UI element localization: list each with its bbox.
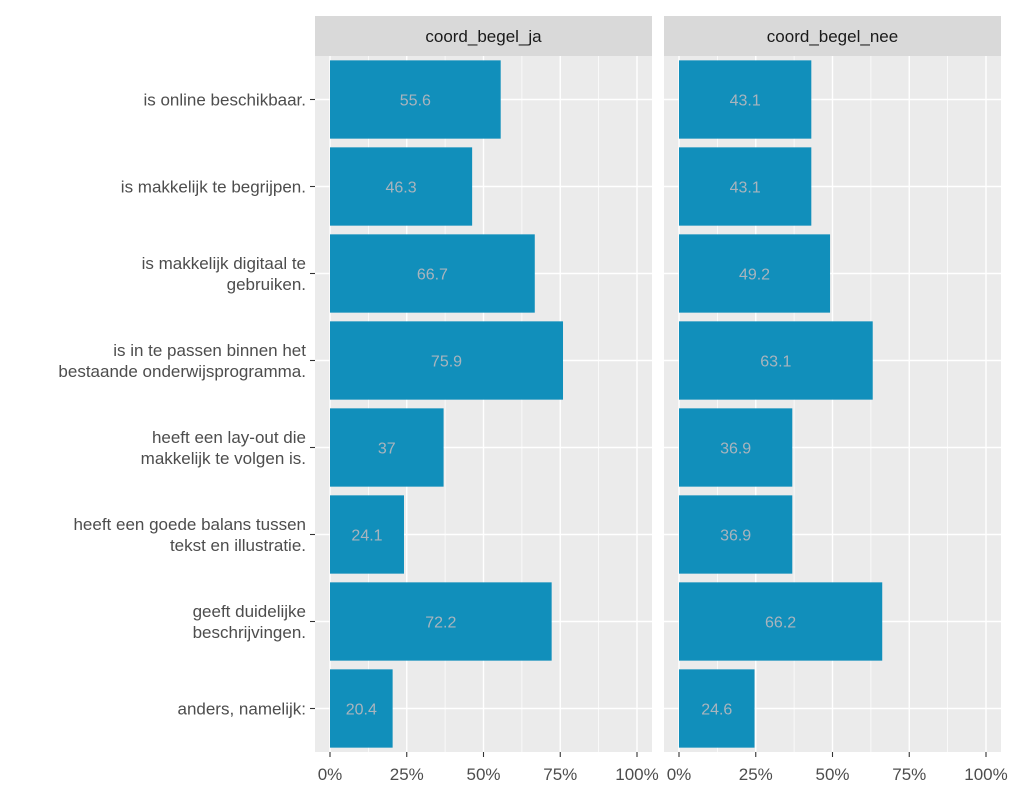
bar-value-label: 24.1: [351, 528, 382, 545]
x-tick-label: 100%: [964, 765, 1007, 784]
bar-value-label: 36.9: [720, 528, 751, 545]
facet-panel-coord_begel_nee: coord_begel_nee 43.1 43.1 49.2 63.1 36.9 36.9 6…: [664, 16, 1008, 784]
bar-value-label: 24.6: [701, 702, 732, 719]
facet-strip-label: coord_begel_ja: [425, 27, 542, 46]
bar: [330, 495, 404, 574]
bar-value-label: 36.9: [720, 441, 751, 458]
x-tick-label: 0%: [318, 765, 343, 784]
bar: [679, 582, 883, 661]
y-category-label: is makkelijk digitaal te: [142, 254, 306, 273]
bar-value-label: 20.4: [346, 702, 377, 719]
bar-value-label: 63.1: [760, 354, 791, 371]
bar: [679, 408, 793, 487]
bar-value-label: 46.3: [386, 180, 417, 197]
bar: [330, 669, 393, 748]
bar: [330, 147, 473, 226]
y-category-label: geeft duidelijke: [193, 602, 306, 621]
y-category-label: is makkelijk te begrijpen.: [121, 178, 306, 197]
bar: [330, 60, 501, 139]
facet-strip: [664, 16, 1001, 56]
bar: [330, 582, 552, 661]
x-tick-label: 25%: [739, 765, 773, 784]
x-tick-label: 100%: [615, 765, 658, 784]
x-tick-label: 50%: [466, 765, 500, 784]
y-category-label: is online beschikbaar.: [143, 91, 306, 110]
x-tick-label: 75%: [892, 765, 926, 784]
bar: [330, 408, 444, 487]
bar-value-label: 72.2: [425, 615, 456, 632]
bar: [679, 147, 812, 226]
x-tick-label: 75%: [543, 765, 577, 784]
y-category-label: gebruiken.: [227, 275, 306, 294]
bar: [679, 60, 812, 139]
y-category-label: anders, namelijk:: [177, 700, 306, 719]
facet-strip-label: coord_begel_nee: [767, 27, 898, 46]
facet-panel-coord_begel_ja: coord_begel_ja 55.6 46.3 66.7 75.9 37 24.1 72.2…: [315, 16, 659, 784]
bar: [679, 321, 873, 400]
bar: [330, 321, 564, 400]
bar-value-label: 43.1: [730, 180, 761, 197]
bar-value-label: 75.9: [431, 354, 462, 371]
bar-value-label: 49.2: [739, 267, 770, 284]
bar: [679, 669, 755, 748]
bar-value-label: 37: [378, 441, 396, 458]
y-category-label: heeft een lay-out die: [152, 428, 306, 447]
x-tick-label: 25%: [390, 765, 424, 784]
y-category-label: tekst en illustratie.: [170, 536, 306, 555]
y-category-label: heeft een goede balans tussen: [73, 515, 306, 534]
bar: [330, 234, 535, 313]
y-category-label: beschrijvingen.: [193, 623, 306, 642]
bar-value-label: 66.2: [765, 615, 796, 632]
x-tick-label: 0%: [667, 765, 692, 784]
y-category-label: makkelijk te volgen is.: [141, 449, 306, 468]
bar: [679, 495, 793, 574]
y-category-label: bestaande onderwijsprogramma.: [58, 362, 306, 381]
x-tick-label: 50%: [815, 765, 849, 784]
facet-strip: [315, 16, 652, 56]
bar-value-label: 66.7: [417, 267, 448, 284]
bar-value-label: 55.6: [400, 93, 431, 110]
y-category-label: is in te passen binnen het: [113, 341, 306, 360]
bar-value-label: 43.1: [730, 93, 761, 110]
bar: [679, 234, 831, 313]
